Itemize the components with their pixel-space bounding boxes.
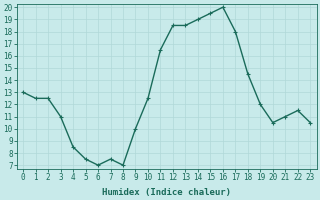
X-axis label: Humidex (Indice chaleur): Humidex (Indice chaleur): [102, 188, 231, 197]
